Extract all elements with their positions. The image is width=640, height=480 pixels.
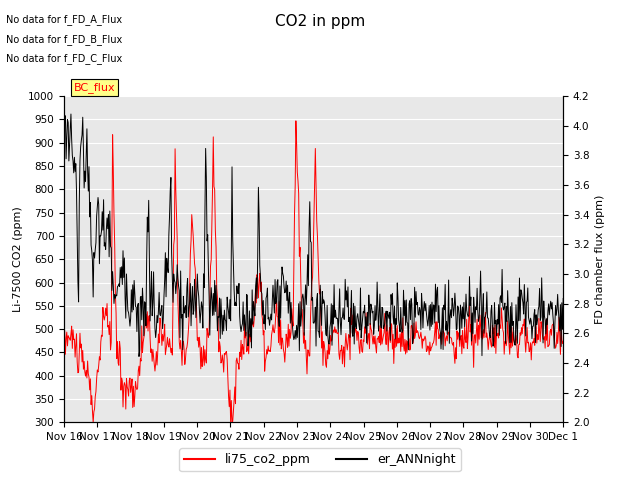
Text: No data for f_FD_C_Flux: No data for f_FD_C_Flux [6,53,123,64]
Text: BC_flux: BC_flux [74,82,116,93]
Text: CO2 in ppm: CO2 in ppm [275,14,365,29]
Text: No data for f_FD_B_Flux: No data for f_FD_B_Flux [6,34,123,45]
Text: No data for f_FD_A_Flux: No data for f_FD_A_Flux [6,14,122,25]
Y-axis label: FD chamber flux (ppm): FD chamber flux (ppm) [595,194,605,324]
Legend: li75_co2_ppm, er_ANNnight: li75_co2_ppm, er_ANNnight [179,448,461,471]
Y-axis label: Li-7500 CO2 (ppm): Li-7500 CO2 (ppm) [13,206,22,312]
